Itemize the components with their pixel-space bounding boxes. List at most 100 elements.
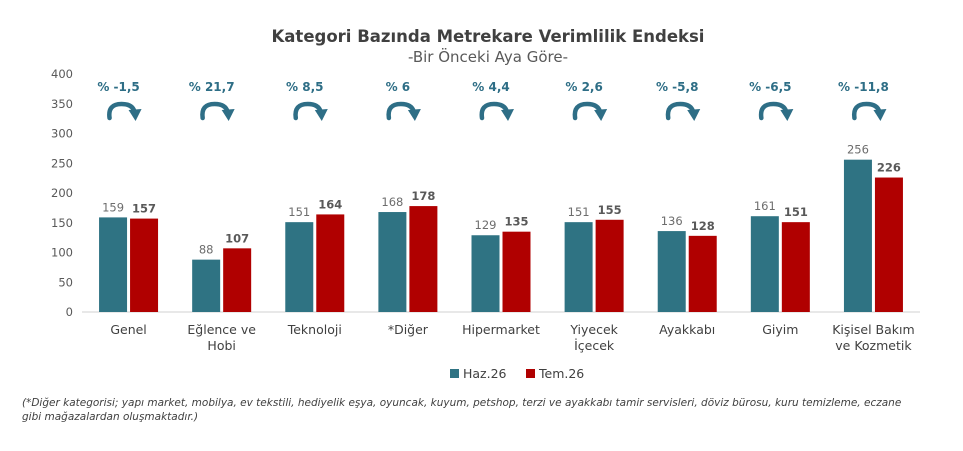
bar-tem (502, 231, 531, 312)
data-label-tem: 164 (318, 197, 342, 211)
bar-tem (316, 214, 345, 312)
change-label: % 8,5 (286, 80, 323, 94)
category-label: Eğlence ve Hobi (187, 322, 256, 353)
y-tick-label: 350 (51, 97, 73, 111)
data-label-tem: 151 (784, 205, 808, 219)
bar-tem (874, 177, 903, 312)
change-arrowhead-icon (314, 109, 328, 121)
change-arrow-icon (200, 101, 230, 121)
y-tick-label: 100 (51, 246, 73, 260)
category-label-line: Genel (110, 322, 146, 337)
change-label: % -5,8 (656, 80, 698, 94)
y-tick-label: 250 (51, 156, 73, 170)
category-label: Giyim (762, 322, 798, 337)
category-label-line: Yiyecek (569, 322, 618, 337)
category-label: Yiyecek İçecek (569, 322, 618, 353)
legend-swatch-haz (450, 369, 459, 378)
category-label: Hipermarket (462, 322, 540, 337)
category-label-line: *Diğer (388, 322, 429, 337)
legend-label-haz: Haz.26 (463, 366, 507, 381)
bar-haz (378, 212, 407, 312)
bar-tem (130, 218, 159, 312)
bar-haz (471, 235, 500, 312)
data-label-haz: 168 (381, 195, 403, 209)
data-label-haz: 159 (102, 200, 124, 214)
data-label-haz: 256 (847, 143, 869, 157)
data-label-tem: 128 (691, 219, 715, 233)
data-label-tem: 135 (504, 215, 528, 229)
change-arrowhead-icon (501, 109, 514, 121)
data-label-haz: 151 (288, 205, 310, 219)
change-arrowhead-icon (594, 109, 608, 121)
bar-tem (781, 222, 810, 312)
category-label: Teknoloji (287, 322, 342, 337)
bar-haz (192, 259, 221, 312)
data-label-tem: 155 (598, 203, 622, 217)
bar-tem (223, 248, 252, 312)
category-label-line: Hobi (207, 338, 235, 353)
category-label-line: Ayakkabı (659, 322, 715, 337)
category-label-line: Giyim (762, 322, 798, 337)
bar-tem (595, 219, 624, 312)
change-arrowhead-icon (407, 109, 421, 121)
category-label: Genel (110, 322, 146, 337)
chart-subtitle: -Bir Önceki Aya Göre- (408, 47, 568, 66)
change-arrowhead-icon (221, 109, 235, 121)
data-label-tem: 157 (132, 202, 156, 216)
change-label: % -1,5 (97, 80, 139, 94)
category-label-line: İçecek (574, 338, 615, 353)
category-label-line: Hipermarket (462, 322, 540, 337)
category-label-line: Kişisel Bakım (832, 322, 914, 337)
category-label-line: ve Kozmetik (835, 338, 912, 353)
change-label: % 21,7 (189, 80, 235, 94)
change-arrowhead-icon (128, 109, 142, 121)
category-label: Kişisel Bakım ve Kozmetik (832, 322, 914, 353)
change-arrow-icon (851, 101, 882, 121)
bar-haz (657, 231, 686, 312)
y-tick-label: 50 (58, 275, 73, 289)
y-tick-label: 300 (51, 127, 73, 141)
data-label-haz: 129 (475, 218, 497, 232)
change-arrow-icon (758, 101, 789, 121)
change-label: % 6 (386, 80, 411, 94)
data-label-tem: 107 (225, 231, 249, 245)
change-arrow-icon (386, 101, 417, 121)
change-label: % -11,8 (838, 80, 889, 94)
category-label: Ayakkabı (659, 322, 715, 337)
change-arrow-icon (293, 101, 324, 121)
category-label-line: Teknoloji (287, 322, 342, 337)
category-label-line: Eğlence ve (187, 322, 256, 337)
y-tick-label: 400 (51, 67, 73, 81)
y-tick-label: 200 (51, 186, 73, 200)
change-arrow-icon (572, 101, 603, 121)
data-label-haz: 88 (199, 243, 214, 257)
change-arrow-icon (665, 101, 696, 121)
footnote: (*Diğer kategorisi; yapı market, mobilya… (22, 397, 902, 423)
change-arrow-icon (479, 101, 510, 121)
change-arrow-icon (107, 101, 137, 121)
change-label: % -6,5 (749, 80, 791, 94)
data-label-tem: 178 (411, 189, 435, 203)
data-label-haz: 161 (754, 199, 776, 213)
bar-tem (688, 235, 717, 312)
legend-label-tem: Tem.26 (538, 366, 584, 381)
bar-haz (564, 222, 593, 312)
change-arrowhead-icon (780, 109, 794, 121)
change-label: % 4,4 (472, 80, 509, 94)
y-tick-label: 150 (51, 216, 73, 230)
data-label-haz: 136 (661, 214, 683, 228)
bar-haz (99, 217, 128, 312)
bar-tem (409, 206, 438, 312)
change-arrowhead-icon (873, 109, 887, 121)
data-label-tem: 226 (877, 161, 901, 175)
change-arrowhead-icon (687, 109, 701, 121)
legend-swatch-tem (526, 369, 535, 378)
bar-haz (843, 159, 872, 312)
bar-haz (750, 216, 779, 312)
chart-title: Kategori Bazında Metrekare Verimlilik En… (272, 27, 705, 46)
bar-haz (285, 222, 314, 312)
category-label: *Diğer (388, 322, 429, 337)
y-tick-label: 0 (66, 305, 73, 319)
data-label-haz: 151 (568, 205, 590, 219)
